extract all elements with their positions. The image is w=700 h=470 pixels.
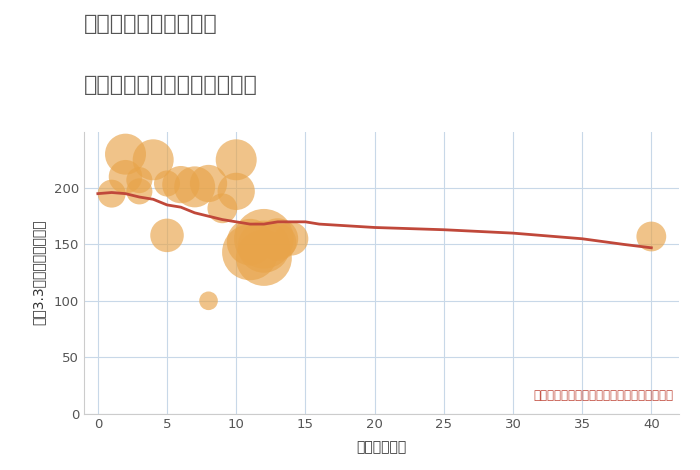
Point bbox=[134, 188, 145, 195]
Point bbox=[162, 232, 173, 239]
Point bbox=[230, 156, 241, 164]
Text: 円の大きさは、取引のあった物件面積を示す: 円の大きさは、取引のあった物件面積を示す bbox=[533, 389, 673, 402]
Point bbox=[106, 190, 118, 197]
Point bbox=[286, 235, 297, 243]
Text: 築年数別中古マンション価格: 築年数別中古マンション価格 bbox=[84, 75, 258, 95]
Point bbox=[244, 249, 256, 256]
Point bbox=[203, 297, 214, 305]
Point bbox=[258, 235, 270, 243]
Point bbox=[134, 176, 145, 184]
Point bbox=[645, 233, 657, 240]
Point bbox=[189, 183, 200, 191]
Point bbox=[120, 150, 131, 158]
Point bbox=[258, 254, 270, 262]
Point bbox=[230, 188, 241, 195]
X-axis label: 築年数（年）: 築年数（年） bbox=[356, 440, 407, 454]
Point bbox=[272, 238, 284, 246]
Point bbox=[272, 235, 284, 243]
Point bbox=[203, 180, 214, 187]
Y-axis label: 坪（3.3㎡）単価（万円）: 坪（3.3㎡）単価（万円） bbox=[32, 220, 46, 325]
Point bbox=[148, 156, 159, 164]
Point bbox=[175, 181, 186, 188]
Point bbox=[244, 238, 256, 246]
Point bbox=[162, 180, 173, 187]
Point bbox=[217, 204, 228, 212]
Point bbox=[120, 173, 131, 180]
Text: 神奈川県鎌倉市坂ノ下: 神奈川県鎌倉市坂ノ下 bbox=[84, 14, 218, 34]
Point bbox=[258, 243, 270, 251]
